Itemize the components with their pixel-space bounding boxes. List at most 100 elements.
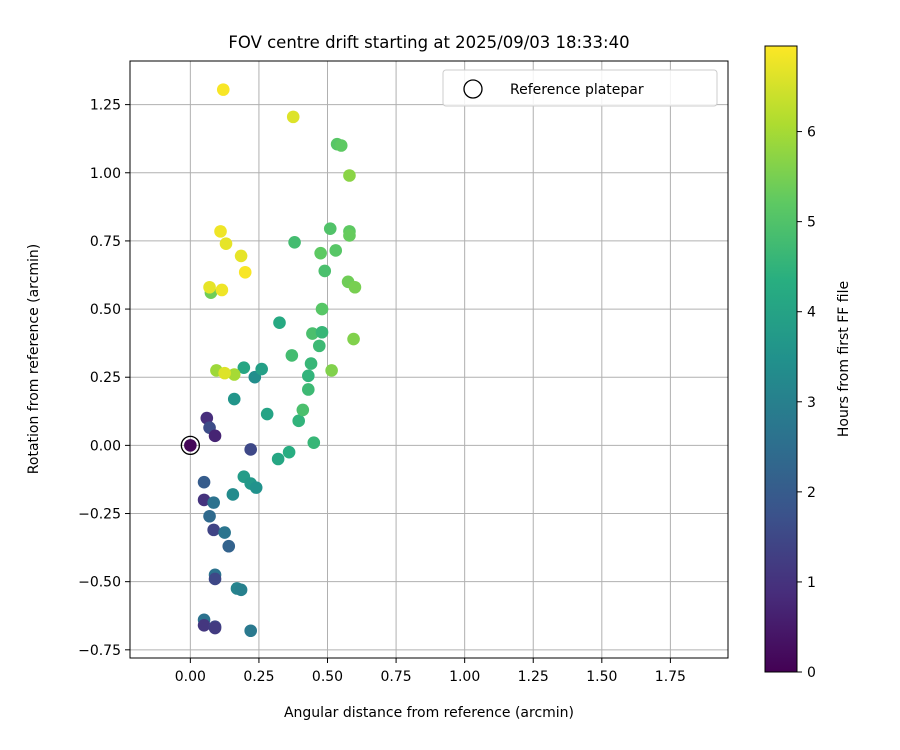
data-point xyxy=(343,169,356,182)
data-point xyxy=(347,332,360,346)
data-point xyxy=(271,452,285,466)
y-axis-label: Rotation from reference (arcmin) xyxy=(26,244,42,474)
data-point xyxy=(208,429,222,443)
data-point xyxy=(312,339,326,353)
data-point xyxy=(292,414,306,428)
x-tick-label: 0.00 xyxy=(175,669,206,685)
colorbar-tick-label: 0 xyxy=(807,665,816,681)
x-tick-label: 1.75 xyxy=(655,669,686,685)
data-point xyxy=(222,539,236,553)
data-point xyxy=(208,572,222,586)
data-point xyxy=(314,246,327,260)
data-point xyxy=(219,237,233,250)
data-point xyxy=(207,496,220,509)
data-point xyxy=(306,327,319,340)
grid-lines xyxy=(130,61,728,658)
x-tick-label: 0.50 xyxy=(312,669,343,685)
plot-background xyxy=(130,61,728,658)
data-point xyxy=(234,249,248,263)
data-point xyxy=(215,283,229,297)
data-point xyxy=(227,392,241,406)
data-point xyxy=(197,618,211,632)
legend-label: Reference platepar xyxy=(510,82,644,98)
data-point xyxy=(216,83,230,96)
legend: Reference platepar xyxy=(442,69,718,107)
data-point xyxy=(197,475,211,489)
y-axis-ticks: −0.75 −0.50 −0.25 0.00 0.25 0.50 0.75 1.00 1.25 xyxy=(78,98,130,659)
data-points xyxy=(184,83,362,638)
data-point xyxy=(315,302,329,316)
data-point xyxy=(325,364,338,377)
data-point xyxy=(296,403,310,417)
data-point xyxy=(234,583,248,597)
plot-frame xyxy=(129,60,729,659)
data-point xyxy=(203,509,216,523)
data-point xyxy=(282,445,296,459)
data-point xyxy=(288,235,301,249)
colorbar-tick-label: 4 xyxy=(807,305,816,321)
y-tick-label: −0.75 xyxy=(78,643,121,659)
data-point xyxy=(203,280,216,294)
y-tick-label: −0.50 xyxy=(78,575,121,591)
data-point xyxy=(307,436,321,449)
data-point xyxy=(227,368,241,381)
y-tick-label: 1.25 xyxy=(90,98,121,114)
data-point xyxy=(238,265,252,279)
colorbar-label: Hours from first FF file xyxy=(836,281,852,437)
colorbar-gradient xyxy=(764,45,798,673)
data-point xyxy=(285,349,299,362)
colorbar-tick-label: 2 xyxy=(807,485,816,501)
data-point xyxy=(260,407,274,421)
x-tick-label: 0.75 xyxy=(380,669,411,685)
data-point xyxy=(348,280,362,294)
data-point xyxy=(286,110,300,124)
data-point xyxy=(318,264,332,278)
data-point xyxy=(302,369,315,383)
colorbar-tick-label: 6 xyxy=(807,125,816,141)
colorbar-ticks: 0 1 2 3 4 5 6 xyxy=(797,125,816,681)
y-tick-label: 0.00 xyxy=(90,438,121,454)
legend-marker-icon xyxy=(463,79,483,99)
data-point xyxy=(218,526,231,539)
x-axis-ticks: 0.00 0.25 0.50 0.75 1.00 1.25 1.50 1.75 xyxy=(175,658,686,685)
colorbar-tick-label: 1 xyxy=(807,575,816,591)
colorbar-tick-label: 3 xyxy=(807,395,816,411)
data-point xyxy=(273,316,286,329)
colorbar-tick-label: 5 xyxy=(807,215,816,231)
data-point xyxy=(255,362,268,376)
data-point xyxy=(315,325,329,339)
data-point xyxy=(304,357,318,370)
data-point xyxy=(244,624,257,638)
data-point xyxy=(214,225,227,238)
legend-box xyxy=(442,69,718,107)
data-point xyxy=(334,139,348,152)
colorbar: 0 1 2 3 4 5 6 Hours from first FF file xyxy=(764,45,852,681)
x-tick-label: 1.50 xyxy=(586,669,617,685)
data-point xyxy=(226,488,240,501)
data-point xyxy=(343,229,356,242)
y-tick-label: 0.25 xyxy=(90,370,121,386)
y-tick-label: 0.50 xyxy=(90,302,121,318)
data-point xyxy=(237,361,251,374)
y-tick-label: −0.25 xyxy=(78,507,121,523)
x-tick-label: 0.25 xyxy=(243,669,274,685)
y-tick-label: 0.75 xyxy=(90,234,121,250)
x-tick-label: 1.25 xyxy=(518,669,549,685)
data-point xyxy=(302,383,315,396)
data-point xyxy=(329,244,343,257)
data-point xyxy=(200,411,214,425)
reference-platepar-marker xyxy=(180,435,200,456)
data-point xyxy=(323,222,337,235)
data-point xyxy=(207,523,220,537)
data-point xyxy=(249,481,263,494)
chart-title: FOV centre drift starting at 2025/09/03 … xyxy=(228,33,629,52)
x-axis-label: Angular distance from reference (arcmin) xyxy=(284,705,574,721)
data-point xyxy=(208,621,222,635)
data-point xyxy=(197,493,211,507)
y-tick-label: 1.00 xyxy=(90,166,121,182)
data-point xyxy=(218,366,231,380)
data-point xyxy=(184,439,197,452)
data-point xyxy=(244,443,257,456)
x-tick-label: 1.00 xyxy=(449,669,480,685)
